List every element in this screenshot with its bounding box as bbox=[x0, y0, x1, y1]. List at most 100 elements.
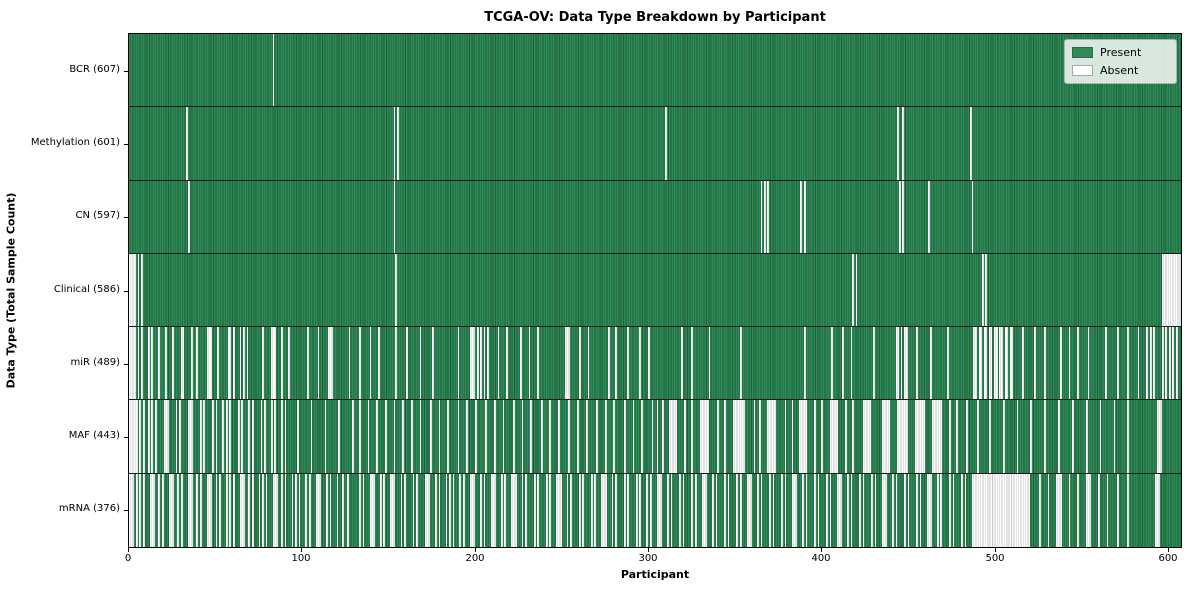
absent-stripe bbox=[475, 400, 477, 473]
absent-stripe bbox=[971, 473, 1031, 547]
absent-stripe bbox=[852, 253, 854, 327]
heatmap-rows bbox=[129, 34, 1181, 547]
absent-stripe bbox=[988, 327, 991, 400]
absent-stripe bbox=[590, 473, 593, 547]
absent-stripe bbox=[983, 327, 986, 400]
absent-stripe bbox=[966, 400, 969, 473]
absent-stripe bbox=[291, 473, 294, 547]
absent-stripe bbox=[501, 473, 503, 547]
absent-stripe bbox=[926, 473, 932, 547]
absent-stripe bbox=[310, 400, 313, 473]
heatmap-row-clinical bbox=[129, 253, 1181, 328]
absent-stripe bbox=[975, 327, 977, 400]
absent-stripe bbox=[430, 400, 432, 473]
absent-stripe bbox=[691, 473, 694, 547]
absent-stripe bbox=[362, 473, 365, 547]
absent-stripe bbox=[999, 327, 1002, 400]
absent-stripe bbox=[916, 473, 918, 547]
absent-stripe bbox=[1116, 327, 1119, 400]
absent-stripe bbox=[1106, 473, 1109, 547]
legend-label-absent: Absent bbox=[1100, 64, 1139, 77]
absent-stripe bbox=[769, 473, 771, 547]
absent-stripe bbox=[251, 473, 254, 547]
absent-stripe bbox=[604, 400, 607, 473]
absent-stripe bbox=[281, 400, 283, 473]
absent-stripe bbox=[1099, 400, 1102, 473]
absent-stripe bbox=[694, 473, 697, 547]
absent-stripe bbox=[317, 327, 320, 400]
absent-stripe bbox=[218, 473, 221, 547]
absent-stripe bbox=[565, 327, 571, 400]
absent-stripe bbox=[613, 400, 616, 473]
absent-stripe bbox=[902, 180, 905, 253]
absent-stripe bbox=[270, 400, 273, 473]
absent-stripe bbox=[352, 400, 354, 473]
absent-stripe bbox=[483, 473, 486, 547]
absent-stripe bbox=[855, 253, 858, 327]
absent-stripe bbox=[347, 473, 349, 547]
absent-stripe bbox=[971, 180, 974, 253]
absent-stripe bbox=[210, 327, 213, 400]
x-tick-label: 300 bbox=[638, 553, 658, 564]
absent-stripe bbox=[521, 400, 524, 473]
absent-stripe bbox=[469, 473, 476, 547]
absent-stripe bbox=[757, 473, 759, 547]
absent-stripe bbox=[504, 473, 507, 547]
absent-stripe bbox=[699, 400, 709, 473]
absent-stripe bbox=[691, 400, 694, 473]
absent-stripe bbox=[1044, 327, 1047, 400]
absent-stripe bbox=[1077, 473, 1079, 547]
absent-stripe bbox=[895, 327, 899, 400]
absent-stripe bbox=[784, 400, 787, 473]
absent-stripe bbox=[862, 473, 865, 547]
absent-stripe bbox=[587, 327, 590, 400]
absent-stripe bbox=[338, 400, 341, 473]
absent-stripe bbox=[217, 327, 219, 400]
absent-stripe bbox=[135, 473, 138, 547]
absent-stripe bbox=[129, 473, 135, 547]
heatmap-row-mir bbox=[129, 327, 1181, 401]
absent-stripe bbox=[760, 473, 763, 547]
absent-stripe bbox=[490, 473, 496, 547]
x-tick-label: 0 bbox=[124, 553, 132, 564]
absent-stripe bbox=[623, 473, 626, 547]
absent-stripe bbox=[203, 400, 206, 473]
heatmap-row-cn bbox=[129, 180, 1181, 254]
absent-stripe bbox=[506, 327, 508, 400]
absent-stripe bbox=[187, 473, 194, 547]
y-tick-label: MAF (443) bbox=[68, 430, 120, 441]
absent-stripe bbox=[466, 400, 469, 473]
absent-stripe bbox=[395, 253, 398, 327]
absent-stripe bbox=[1056, 473, 1062, 547]
absent-stripe bbox=[739, 473, 742, 547]
absent-stripe bbox=[791, 400, 794, 473]
absent-stripe bbox=[881, 473, 887, 547]
absent-stripe bbox=[258, 473, 261, 547]
absent-stripe bbox=[582, 473, 585, 547]
absent-stripe bbox=[1030, 400, 1033, 473]
absent-stripe bbox=[196, 473, 199, 547]
absent-stripe bbox=[568, 400, 571, 473]
absent-stripe bbox=[931, 400, 943, 473]
absent-stripe bbox=[994, 327, 996, 400]
absent-stripe bbox=[611, 473, 614, 547]
absent-stripe bbox=[137, 327, 140, 400]
absent-stripe bbox=[982, 253, 984, 327]
absent-stripe bbox=[859, 473, 861, 547]
absent-stripe bbox=[281, 327, 283, 400]
absent-stripe bbox=[141, 253, 143, 327]
absent-stripe bbox=[142, 400, 145, 473]
absent-stripe bbox=[284, 473, 287, 547]
absent-stripe bbox=[348, 327, 351, 400]
absent-stripe bbox=[199, 400, 202, 473]
absent-stripe bbox=[393, 180, 396, 253]
absent-stripe bbox=[295, 473, 297, 547]
absent-stripe bbox=[521, 473, 524, 547]
absent-stripe bbox=[1097, 473, 1100, 547]
absent-stripe bbox=[243, 327, 245, 400]
absent-stripe bbox=[826, 473, 828, 547]
absent-stripe bbox=[402, 400, 405, 473]
absent-stripe bbox=[847, 473, 849, 547]
y-tick-mark bbox=[124, 510, 128, 511]
x-tick-mark bbox=[648, 548, 649, 552]
